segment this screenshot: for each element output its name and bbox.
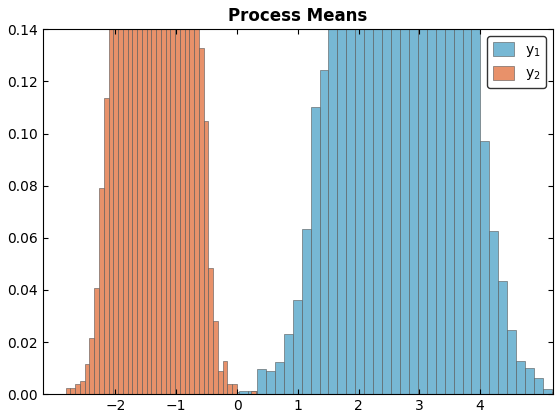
Bar — [80, 381, 85, 394]
Bar — [90, 338, 94, 394]
Bar — [480, 141, 489, 394]
Bar — [251, 391, 256, 394]
Bar — [75, 384, 80, 394]
Bar — [104, 97, 109, 394]
Bar — [222, 361, 227, 394]
Bar — [329, 0, 338, 394]
Bar — [257, 369, 266, 394]
Bar — [203, 121, 208, 394]
Bar — [147, 0, 151, 394]
Bar — [239, 391, 248, 394]
Bar — [66, 388, 71, 394]
Bar — [113, 0, 118, 394]
Bar — [194, 0, 199, 394]
Bar — [248, 391, 257, 394]
Bar — [170, 0, 175, 394]
Bar — [199, 47, 203, 394]
Bar — [275, 362, 284, 394]
Bar — [284, 334, 293, 394]
Bar — [94, 288, 99, 394]
Bar — [71, 388, 75, 394]
Bar — [161, 0, 166, 394]
Bar — [123, 0, 128, 394]
Bar — [507, 331, 516, 394]
Bar — [454, 0, 463, 394]
Bar — [227, 384, 232, 394]
Bar — [311, 107, 320, 394]
Bar — [132, 0, 137, 394]
Bar — [516, 360, 525, 394]
Bar — [346, 0, 355, 394]
Bar — [208, 268, 213, 394]
Bar — [364, 0, 373, 394]
Bar — [128, 0, 132, 394]
Bar — [185, 0, 189, 394]
Bar — [355, 0, 364, 394]
Bar — [232, 384, 237, 394]
Bar — [338, 0, 346, 394]
Bar — [156, 0, 161, 394]
Bar — [534, 378, 543, 394]
Title: Process Means: Process Means — [228, 7, 367, 25]
Bar — [99, 188, 104, 394]
Bar — [373, 0, 382, 394]
Bar — [189, 0, 194, 394]
Bar — [230, 392, 239, 394]
Bar — [118, 0, 123, 394]
Bar — [436, 0, 445, 394]
Bar — [109, 0, 113, 394]
Bar — [445, 0, 454, 394]
Bar — [382, 0, 391, 394]
Bar — [302, 229, 311, 394]
Bar — [400, 0, 409, 394]
Bar — [543, 389, 552, 394]
Bar — [85, 364, 90, 394]
Bar — [213, 321, 218, 394]
Bar — [151, 0, 156, 394]
Bar — [320, 70, 329, 394]
Bar — [498, 281, 507, 394]
Bar — [552, 392, 560, 394]
Bar — [391, 0, 400, 394]
Legend: y$_1$, y$_2$: y$_1$, y$_2$ — [487, 36, 546, 88]
Bar — [409, 0, 418, 394]
Bar — [463, 0, 472, 394]
Bar — [489, 231, 498, 394]
Bar — [175, 0, 180, 394]
Bar — [142, 0, 147, 394]
Bar — [427, 0, 436, 394]
Bar — [418, 0, 427, 394]
Bar — [525, 368, 534, 394]
Bar — [166, 0, 170, 394]
Bar — [137, 0, 142, 394]
Bar — [218, 371, 222, 394]
Bar — [266, 371, 275, 394]
Bar — [180, 0, 185, 394]
Bar — [472, 24, 480, 394]
Bar — [293, 300, 302, 394]
